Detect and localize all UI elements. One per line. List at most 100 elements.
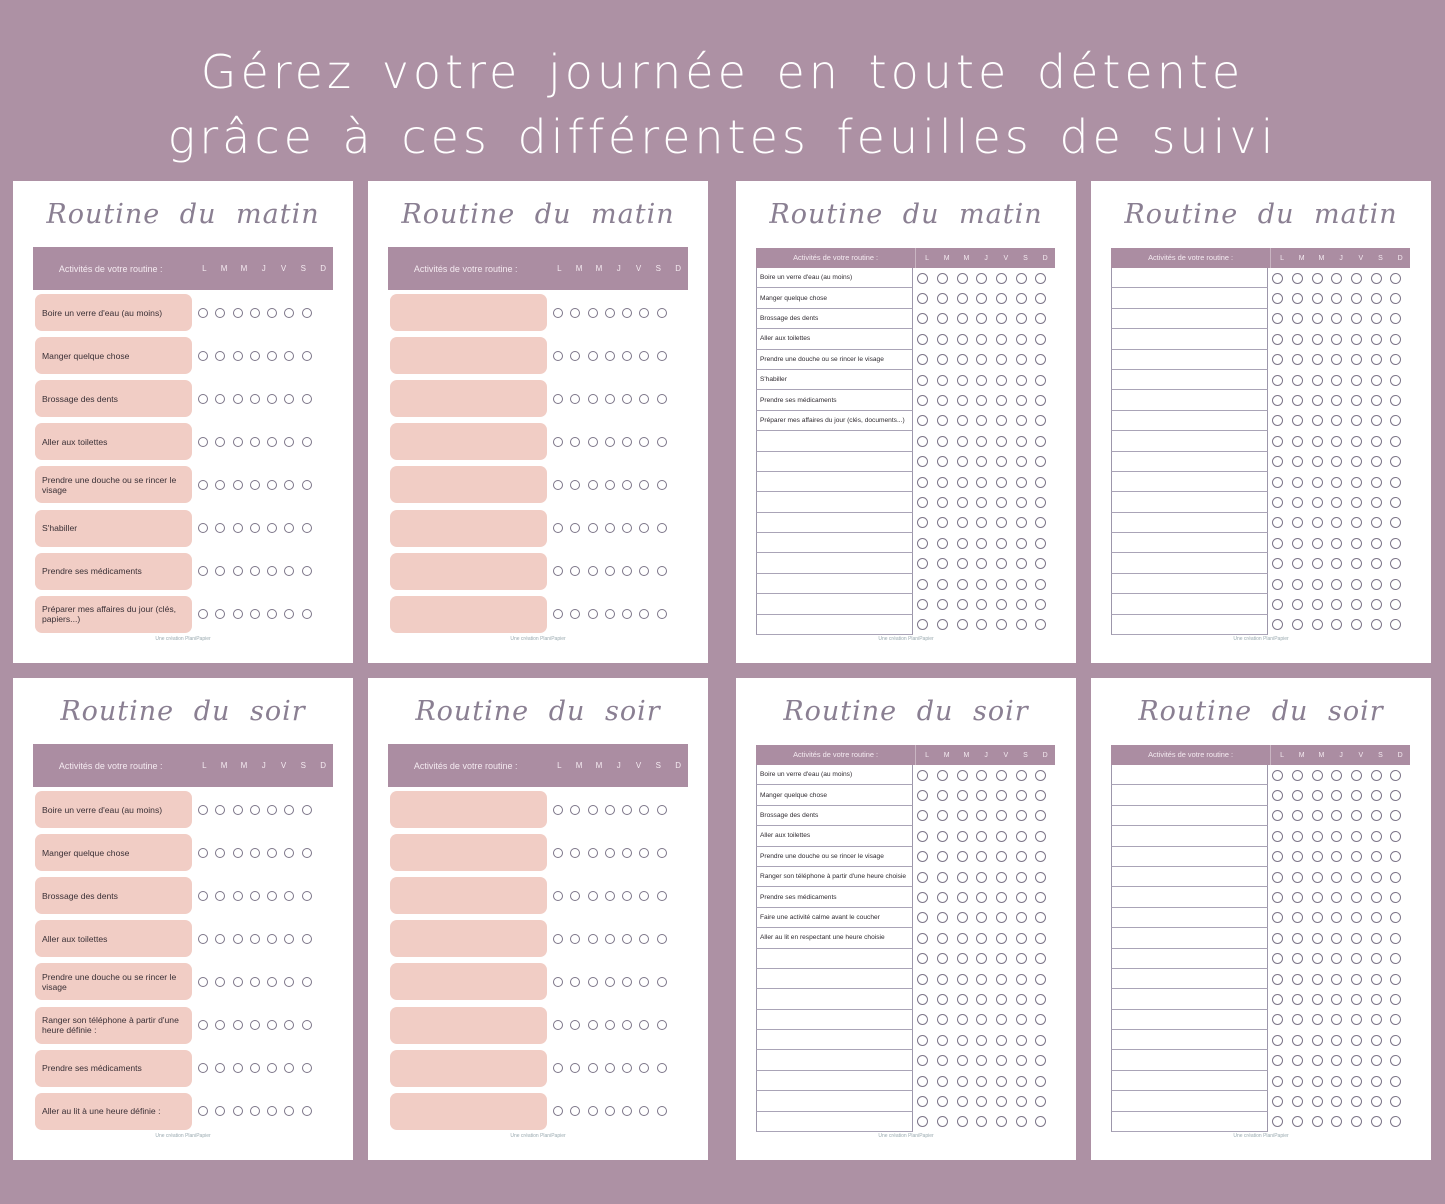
activity-cell[interactable]: Prendre ses médicaments	[756, 887, 914, 908]
day-checkbox-circle-icon[interactable]	[622, 1106, 633, 1117]
day-checkbox-circle-icon[interactable]	[1370, 1014, 1382, 1026]
day-checkbox-circle-icon[interactable]	[917, 851, 929, 863]
day-checkbox-circle-icon[interactable]	[1331, 973, 1343, 985]
day-checkbox-circle-icon[interactable]	[656, 1063, 667, 1074]
day-checkbox-circle-icon[interactable]	[553, 393, 563, 404]
day-checkbox-circle-icon[interactable]	[995, 1116, 1007, 1128]
day-checkbox-circle-icon[interactable]	[936, 871, 948, 883]
activity-cell[interactable]	[1111, 887, 1269, 908]
day-checkbox-circle-icon[interactable]	[1311, 415, 1323, 427]
day-checkbox-circle-icon[interactable]	[1350, 1055, 1362, 1067]
activity-cell[interactable]	[1111, 329, 1269, 350]
activity-cell[interactable]: Brossage des dents	[756, 805, 914, 827]
day-checkbox-circle-icon[interactable]	[587, 976, 598, 987]
day-checkbox-circle-icon[interactable]	[1370, 1095, 1382, 1107]
day-checkbox-circle-icon[interactable]	[956, 1034, 968, 1046]
day-checkbox-circle-icon[interactable]	[936, 456, 948, 468]
day-checkbox-circle-icon[interactable]	[570, 933, 581, 944]
day-checkbox-circle-icon[interactable]	[1015, 1116, 1027, 1128]
day-checkbox-circle-icon[interactable]	[1390, 830, 1402, 842]
day-checkbox-circle-icon[interactable]	[936, 578, 948, 590]
day-checkbox-circle-icon[interactable]	[1291, 932, 1303, 944]
day-checkbox-circle-icon[interactable]	[976, 1014, 988, 1026]
day-checkbox-circle-icon[interactable]	[215, 350, 226, 361]
day-checkbox-circle-icon[interactable]	[995, 1014, 1007, 1026]
activity-cell[interactable]	[756, 512, 914, 534]
day-checkbox-circle-icon[interactable]	[1035, 578, 1047, 590]
activity-label-field[interactable]	[390, 294, 547, 331]
day-checkbox-circle-icon[interactable]	[1331, 1014, 1343, 1026]
day-checkbox-circle-icon[interactable]	[639, 307, 650, 318]
day-checkbox-circle-icon[interactable]	[1035, 993, 1047, 1005]
day-checkbox-circle-icon[interactable]	[917, 435, 929, 447]
day-checkbox-circle-icon[interactable]	[1015, 395, 1027, 407]
day-checkbox-circle-icon[interactable]	[956, 1116, 968, 1128]
day-checkbox-circle-icon[interactable]	[1370, 892, 1382, 904]
day-checkbox-circle-icon[interactable]	[1035, 435, 1047, 447]
activity-cell[interactable]: Aller au lit en respectant une heure cho…	[756, 928, 914, 949]
activity-label-field[interactable]	[390, 509, 547, 547]
day-checkbox-circle-icon[interactable]	[976, 912, 988, 924]
day-checkbox-circle-icon[interactable]	[1015, 598, 1027, 610]
day-checkbox-circle-icon[interactable]	[604, 804, 615, 815]
day-checkbox-circle-icon[interactable]	[1311, 871, 1323, 883]
activity-label-field[interactable]: Boire un verre d'eau (au moins)	[35, 791, 192, 828]
day-checkbox-circle-icon[interactable]	[570, 1063, 581, 1074]
day-checkbox-circle-icon[interactable]	[956, 769, 968, 781]
day-checkbox-circle-icon[interactable]	[1311, 272, 1323, 284]
day-checkbox-circle-icon[interactable]	[1350, 435, 1362, 447]
day-checkbox-circle-icon[interactable]	[232, 393, 243, 404]
day-checkbox-circle-icon[interactable]	[1331, 313, 1343, 325]
day-checkbox-circle-icon[interactable]	[553, 847, 563, 858]
day-checkbox-circle-icon[interactable]	[1331, 1075, 1343, 1087]
day-checkbox-circle-icon[interactable]	[1015, 517, 1027, 529]
day-checkbox-circle-icon[interactable]	[1291, 456, 1303, 468]
day-checkbox-circle-icon[interactable]	[976, 769, 988, 781]
day-checkbox-circle-icon[interactable]	[232, 1106, 243, 1117]
day-checkbox-circle-icon[interactable]	[956, 830, 968, 842]
day-checkbox-circle-icon[interactable]	[956, 871, 968, 883]
day-checkbox-circle-icon[interactable]	[1370, 354, 1382, 366]
day-checkbox-circle-icon[interactable]	[1015, 272, 1027, 284]
day-checkbox-circle-icon[interactable]	[1291, 769, 1303, 781]
activity-label-field[interactable]	[390, 920, 547, 958]
day-checkbox-circle-icon[interactable]	[587, 1106, 598, 1117]
day-checkbox-circle-icon[interactable]	[1272, 619, 1284, 631]
day-checkbox-circle-icon[interactable]	[1390, 1116, 1402, 1128]
day-checkbox-circle-icon[interactable]	[917, 313, 929, 325]
day-checkbox-circle-icon[interactable]	[1035, 769, 1047, 781]
day-checkbox-circle-icon[interactable]	[1350, 598, 1362, 610]
day-checkbox-circle-icon[interactable]	[1311, 851, 1323, 863]
day-checkbox-circle-icon[interactable]	[1272, 578, 1284, 590]
day-checkbox-circle-icon[interactable]	[1311, 769, 1323, 781]
day-checkbox-circle-icon[interactable]	[1015, 1034, 1027, 1046]
day-checkbox-circle-icon[interactable]	[1035, 932, 1047, 944]
day-checkbox-circle-icon[interactable]	[284, 1020, 295, 1030]
day-checkbox-circle-icon[interactable]	[1370, 932, 1382, 944]
day-checkbox-circle-icon[interactable]	[1015, 830, 1027, 842]
day-checkbox-circle-icon[interactable]	[604, 566, 615, 577]
day-checkbox-circle-icon[interactable]	[1370, 496, 1382, 508]
day-checkbox-circle-icon[interactable]	[284, 393, 295, 404]
day-checkbox-circle-icon[interactable]	[956, 810, 968, 822]
day-checkbox-circle-icon[interactable]	[198, 1020, 208, 1030]
day-checkbox-circle-icon[interactable]	[1390, 1014, 1402, 1026]
day-checkbox-circle-icon[interactable]	[215, 609, 226, 620]
day-checkbox-circle-icon[interactable]	[1291, 517, 1303, 529]
day-checkbox-circle-icon[interactable]	[936, 769, 948, 781]
day-checkbox-circle-icon[interactable]	[1015, 313, 1027, 325]
day-checkbox-circle-icon[interactable]	[1035, 293, 1047, 305]
day-checkbox-circle-icon[interactable]	[198, 890, 208, 901]
day-checkbox-circle-icon[interactable]	[1015, 769, 1027, 781]
day-checkbox-circle-icon[interactable]	[604, 847, 615, 858]
day-checkbox-circle-icon[interactable]	[267, 804, 278, 815]
day-checkbox-circle-icon[interactable]	[1311, 1014, 1323, 1026]
activity-label-field[interactable]	[390, 791, 547, 828]
day-checkbox-circle-icon[interactable]	[232, 804, 243, 815]
day-checkbox-circle-icon[interactable]	[656, 566, 667, 577]
day-checkbox-circle-icon[interactable]	[198, 566, 208, 577]
day-checkbox-circle-icon[interactable]	[1370, 293, 1382, 305]
day-checkbox-circle-icon[interactable]	[976, 1055, 988, 1067]
day-checkbox-circle-icon[interactable]	[570, 479, 581, 490]
day-checkbox-circle-icon[interactable]	[976, 619, 988, 631]
